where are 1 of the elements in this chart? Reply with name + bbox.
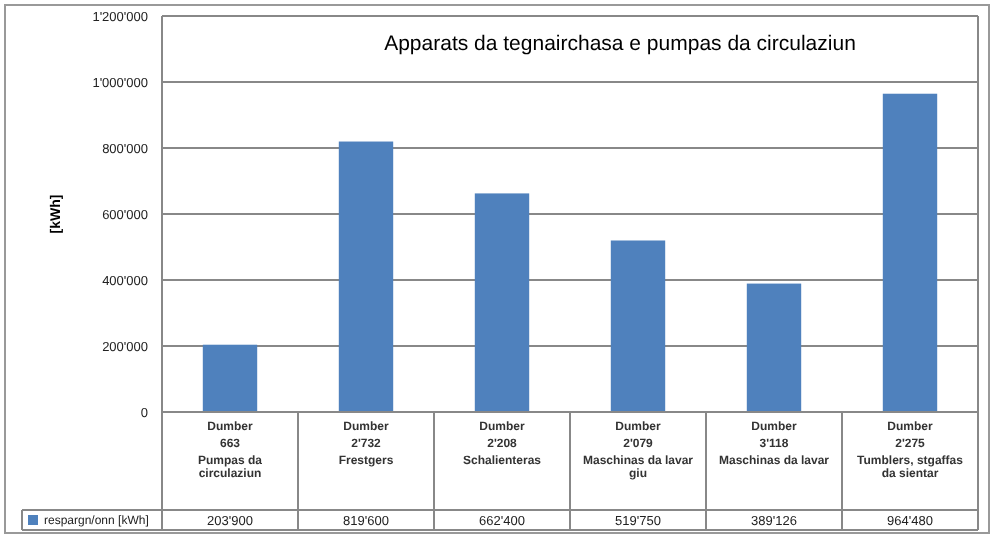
text: Apparats da tegnairchasa e pumpas da circulaziun [384, 32, 857, 56]
